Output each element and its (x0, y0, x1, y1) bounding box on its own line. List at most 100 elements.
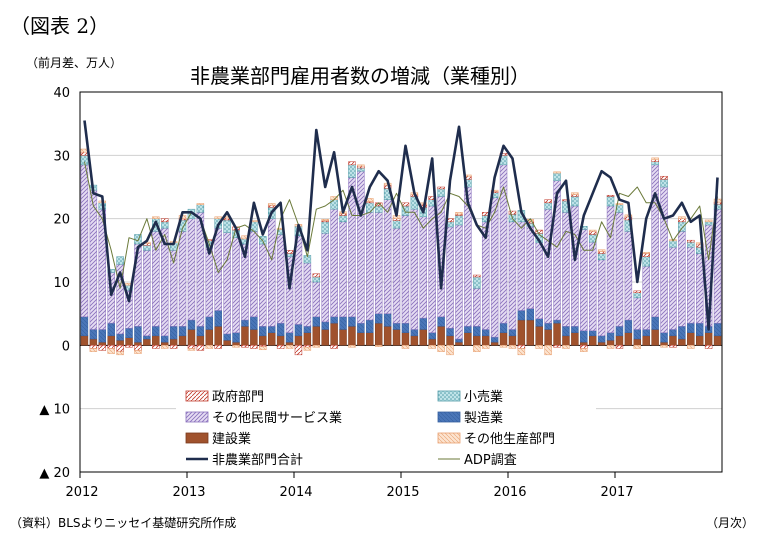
bar-segment (152, 216, 160, 219)
bar-segment (125, 337, 133, 346)
bar-segment (303, 332, 312, 346)
bar-segment (473, 288, 481, 327)
legend-label: ADP調査 (464, 453, 517, 468)
bar-segment (143, 335, 151, 340)
unit-label: （前月差、万人） (26, 56, 123, 70)
bar-segment (134, 345, 142, 351)
bar-segment (508, 221, 517, 330)
bar-segment (473, 326, 481, 337)
bar-segment (80, 164, 89, 318)
y-tick-label: 0 (62, 339, 70, 354)
legend-label: 建設業 (212, 431, 251, 447)
bar-segment (89, 338, 98, 346)
bar-segment (152, 326, 160, 337)
bar-segment (678, 216, 686, 219)
bar-segment (597, 249, 606, 252)
bar-segment (392, 322, 401, 330)
bar-segment (553, 171, 561, 174)
bar-segment (241, 326, 249, 346)
bar-segment (339, 221, 347, 318)
bar-segment (517, 319, 526, 346)
bar-segment (562, 326, 570, 337)
bar-segment (687, 332, 695, 346)
bar-segment (499, 345, 508, 348)
bar-segment (669, 335, 677, 346)
bar-segment (223, 340, 231, 346)
x-tick-label: 2012 (65, 485, 98, 500)
bar-segment (490, 341, 499, 346)
bar-segment (339, 329, 347, 346)
bar-segment (704, 219, 713, 223)
bar-segment (339, 213, 347, 216)
bar-segment (499, 322, 508, 333)
bar-segment (526, 319, 535, 346)
bar-segment (366, 202, 374, 213)
bar-segment (571, 205, 579, 327)
bar-segment (455, 341, 463, 346)
bar-segment (303, 326, 312, 333)
bar-segment (615, 335, 624, 346)
bar-segment (446, 327, 454, 337)
bar-segment (223, 219, 231, 233)
bar-segment (428, 338, 436, 346)
bar-segment (205, 246, 214, 318)
bar-segment (267, 203, 276, 206)
bar-series (80, 148, 722, 356)
legend-swatch (185, 390, 209, 402)
bar-segment (267, 205, 276, 208)
bar-segment (187, 345, 196, 349)
bar-segment (588, 241, 597, 332)
legend-label: その他民間サービス業 (212, 410, 342, 426)
bar-segment (196, 204, 205, 213)
bar-segment (178, 335, 187, 346)
bar-segment (321, 232, 329, 323)
bar-segment (321, 321, 329, 330)
bar-segment (89, 348, 98, 352)
bar-segment (250, 329, 258, 346)
bar-segment (624, 319, 633, 333)
bar-segment (428, 332, 436, 340)
bar-segment (687, 239, 695, 243)
legend-swatch (437, 390, 461, 402)
bar-segment (597, 335, 606, 343)
bar-segment (713, 335, 722, 346)
bar-segment (80, 316, 89, 337)
bar-segment (481, 335, 490, 346)
bar-segment (633, 345, 642, 349)
bar-segment (437, 326, 445, 346)
bar-segment (588, 330, 597, 337)
bar-segment (241, 345, 249, 348)
chart-title: 非農業部門雇用者数の増減（業種別） (190, 64, 530, 88)
bar-segment (535, 326, 543, 346)
bar-segment (624, 332, 633, 346)
legend-swatch (437, 432, 461, 444)
bar-segment (196, 203, 205, 205)
bar-segment (615, 212, 624, 327)
bar-segment (143, 250, 151, 337)
legend-label: 政府部門 (212, 390, 264, 405)
bar-segment (455, 224, 463, 340)
bar-segment (553, 345, 561, 348)
bar-segment (660, 175, 668, 180)
bar-segment (401, 345, 410, 349)
figure-label: （図表 2） (10, 14, 110, 38)
legend-label: その他生産部門 (464, 431, 555, 447)
bar-segment (143, 338, 151, 346)
bar-segment (678, 218, 686, 223)
bar-segment (267, 332, 276, 346)
bar-segment (517, 348, 526, 356)
bar-segment (312, 281, 321, 318)
bar-segment (660, 332, 668, 343)
bar-segment (695, 335, 704, 346)
bar-segment (464, 326, 472, 333)
bar-segment (312, 316, 321, 327)
bar-segment (580, 348, 588, 352)
bar-segment (419, 317, 428, 330)
bar-segment (214, 310, 222, 327)
bar-segment (178, 326, 187, 337)
bar-segment (259, 243, 267, 327)
bar-segment (223, 333, 231, 341)
bar-segment (624, 231, 633, 321)
legend-swatch (437, 411, 461, 423)
bar-segment (276, 234, 285, 324)
